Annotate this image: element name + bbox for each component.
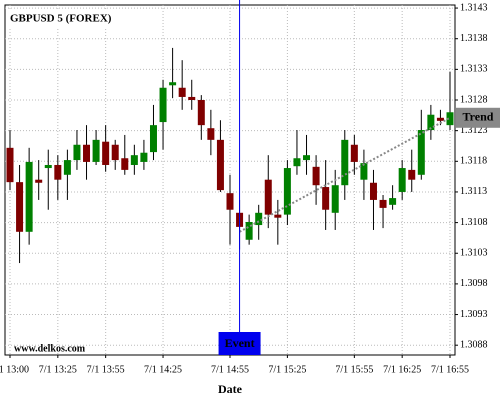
candle-body (360, 163, 368, 180)
candle-body (389, 198, 397, 205)
candle-body (169, 82, 177, 86)
y-tick-label: 1.3118 (460, 156, 487, 167)
candle-body (102, 141, 110, 165)
y-tick-label: 1.3138 (460, 33, 488, 44)
watermark: www.delkos.com (14, 343, 86, 354)
candle-body (293, 158, 301, 167)
chart-title: GBPUSD 5 (FOREX) (10, 13, 112, 25)
candle-body (408, 169, 416, 180)
candle-body (111, 144, 119, 161)
candle-body (341, 139, 349, 186)
y-tick-label: 1.3108 (460, 217, 488, 228)
candle-body (245, 221, 253, 240)
title-box (7, 11, 107, 27)
candle-body (121, 158, 129, 170)
candle-body (446, 112, 454, 126)
candle-body (159, 87, 167, 123)
candle-body (54, 164, 62, 180)
candle-body (255, 212, 263, 226)
candle-body (83, 144, 91, 162)
candle-body (25, 161, 33, 232)
candle-body (436, 117, 444, 121)
x-tick-label: 7/1 14:25 (144, 364, 182, 375)
y-tick-label: 1.3113 (460, 186, 487, 197)
y-tick-label: 1.3093 (460, 309, 488, 320)
candle-body (398, 168, 406, 192)
x-tick-label: 7/1 15:55 (335, 364, 373, 375)
y-tick-label: 1.3103 (460, 248, 488, 259)
candle-body (283, 168, 291, 215)
candle-body (274, 214, 282, 218)
candle-body (379, 199, 387, 208)
trend-label: Trend (463, 110, 494, 124)
x-tick-label: 7/1 16:25 (383, 364, 421, 375)
candle-body (73, 144, 81, 161)
candle-body (178, 87, 186, 97)
x-tick-label: 7/1 15:25 (268, 364, 306, 375)
trend-label-box (456, 107, 500, 128)
y-tick-label: 1.3143 (460, 2, 488, 13)
candle-body (44, 164, 52, 169)
x-tick-label: 7/1 14:55 (211, 364, 249, 375)
candle-body (197, 100, 205, 126)
candle-body (130, 155, 138, 165)
y-tick-label: 1.3098 (460, 278, 488, 289)
candle-body (226, 193, 234, 210)
y-tick-label: 1.3133 (460, 64, 488, 75)
x-tick-label: 7/1 13:55 (87, 364, 125, 375)
candle-body (312, 166, 320, 186)
candle-body (350, 144, 358, 162)
candle-body (369, 182, 377, 200)
candle-body (216, 139, 224, 191)
candle-body (427, 114, 435, 131)
candle-body (140, 152, 148, 162)
candle-body (188, 96, 196, 101)
candle-body (16, 182, 24, 232)
y-tick-label: 1.3088 (460, 339, 488, 350)
candle-body (322, 187, 330, 210)
x-tick-label: 7/1 13:00 (0, 364, 29, 375)
candle-body (92, 139, 100, 162)
y-tick-label: 1.3123 (460, 125, 488, 136)
event-label-box (218, 332, 261, 355)
x-axis-title: Date (218, 382, 243, 396)
event-label: Event (225, 336, 255, 350)
y-tick-label: 1.3128 (460, 94, 488, 105)
candle-body (149, 125, 157, 153)
candle-body (35, 179, 43, 183)
candle-body (63, 160, 71, 175)
candle-body (264, 179, 272, 215)
x-tick-label: 7/1 16:55 (431, 364, 469, 375)
x-tick-label: 7/1 13:25 (39, 364, 77, 375)
candle-body (6, 147, 14, 183)
candle-body (331, 185, 339, 213)
candle-body (303, 155, 311, 161)
candle-body (207, 128, 215, 140)
candle-body (417, 130, 425, 175)
